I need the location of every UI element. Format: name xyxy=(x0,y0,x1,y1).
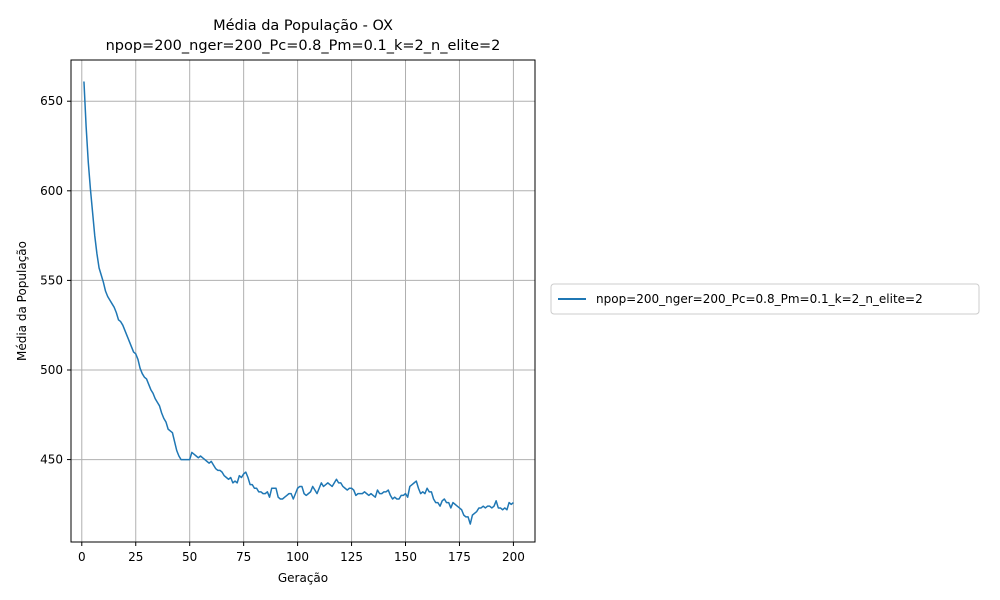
y-axis-ticks: 450 500 550 600 650 xyxy=(40,94,71,467)
series-line xyxy=(83,81,514,525)
x-tick-label: 0 xyxy=(78,550,86,564)
x-axis-ticks: 0 25 50 75 100 125 150 175 200 xyxy=(78,542,525,564)
chart-title: Média da População - OX xyxy=(213,18,393,34)
y-tick-label: 500 xyxy=(40,363,63,377)
y-tick-label: 650 xyxy=(40,94,63,108)
legend: npop=200_nger=200_Pc=0.8_Pm=0.1_k=2_n_el… xyxy=(550,283,980,315)
chart-subtitle: npop=200_nger=200_Pc=0.8_Pm=0.1_k=2_n_el… xyxy=(106,38,501,54)
x-tick-label: 50 xyxy=(182,550,197,564)
series-lines xyxy=(83,81,514,525)
plot-frame xyxy=(70,59,536,543)
x-tick-label: 100 xyxy=(286,550,309,564)
x-tick-label: 25 xyxy=(128,550,143,564)
y-axis-label: Média da População xyxy=(15,241,29,361)
x-tick-label: 175 xyxy=(448,550,471,564)
x-tick-label: 150 xyxy=(394,550,417,564)
y-tick-label: 450 xyxy=(40,453,63,467)
y-tick-label: 550 xyxy=(40,273,63,287)
y-tick-label: 600 xyxy=(40,184,63,198)
x-tick-label: 200 xyxy=(502,550,525,564)
legend-box xyxy=(550,283,980,315)
grid-lines xyxy=(71,60,535,542)
x-tick-label: 125 xyxy=(340,550,363,564)
x-tick-label: 75 xyxy=(236,550,251,564)
legend-label: npop=200_nger=200_Pc=0.8_Pm=0.1_k=2_n_el… xyxy=(596,292,923,306)
x-axis-label: Geração xyxy=(278,571,328,585)
